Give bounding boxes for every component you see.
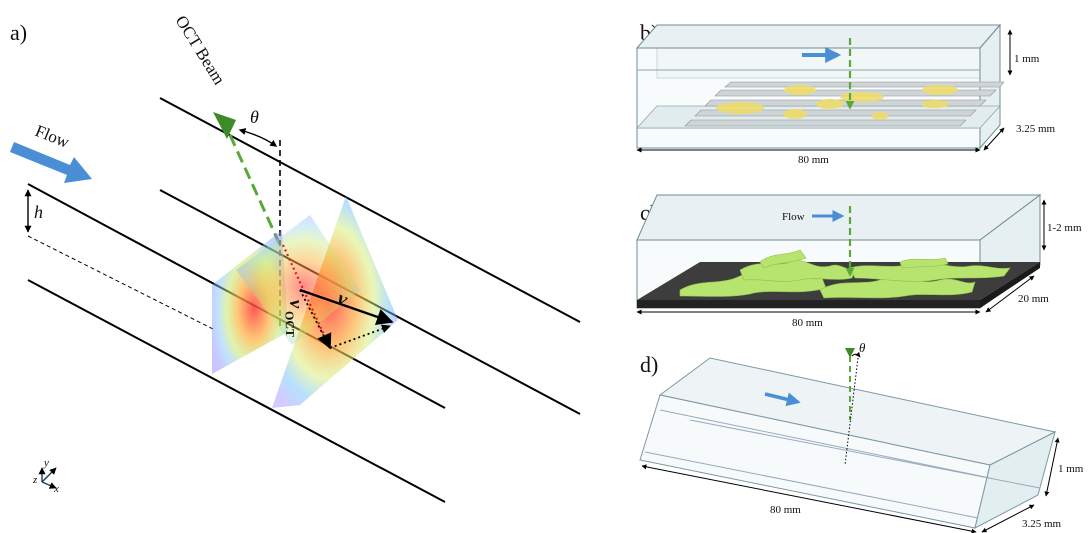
theta-arc [238,128,278,147]
v-oct-subscript: OCT [282,311,297,337]
oct-beam-label: OCT Beam [172,12,229,88]
normal-line-d [844,357,859,466]
channel-box-front [636,47,981,149]
v-oct-main: v [285,299,306,309]
length-dim-d [641,464,977,533]
flow-arrow-d [764,392,801,407]
panel-a-label: a) [10,20,27,45]
beam-triangle-d [845,348,855,358]
depth-label-c: 20 mm [1018,293,1049,305]
depth-dim-c [985,275,1035,313]
flow-label-c: Flow [782,211,805,223]
theta-label: θ [250,107,259,127]
velocity-plane-center [236,215,360,345]
axes-icon [38,467,57,489]
v-oct-label: v OCT [282,299,306,337]
panel-d: d) θ 1 mm 3.25 mm 80 mm [639,340,1084,533]
axis-x-label: x [53,483,59,495]
height-label-c: 1-2 mm [1047,222,1082,234]
height-label: h [34,202,43,222]
height-label-b: 1 mm [1014,53,1040,65]
substrate-front [637,300,980,308]
depth-label-d: 3.25 mm [1022,518,1062,530]
height-dim-d [1044,437,1060,497]
channel-d-side [974,431,1056,529]
height-label-d: 1 mm [1058,463,1084,475]
v-perp-dotted [299,289,331,349]
v-oct-dotted-vector [281,244,332,350]
panel-d-label: d) [640,352,658,377]
oct-beam-triangle [213,112,236,139]
channel-box-top [635,24,1002,49]
axis-y-label: y [43,457,49,469]
theta-label-d: θ [859,340,866,355]
length-label-b: 80 mm [798,154,829,166]
oct-beam-line [228,134,282,246]
flow-label: Flow [33,121,73,152]
v-vector [299,288,394,325]
panel-c: c) Flow 1-2 mm 20 mm 80 mm [636,194,1082,329]
axis-z-label: z [32,474,38,486]
channel-d-back-bottom [689,419,1041,489]
reference-line-dashed [27,235,216,331]
panel-b: b) 1 mm [635,20,1056,166]
length-label-c: 80 mm [792,317,823,329]
theta-arc-d [851,351,861,358]
flow-arrow [10,142,92,183]
depth-dim-b [983,127,1005,151]
panel-a: a) h Flow OCT Beam θ v [10,12,581,503]
length-label-d: 80 mm [770,504,801,516]
depth-dim-d [981,504,1035,533]
v-component-dotted [329,324,391,349]
biofilm-streamers [679,249,1011,299]
depth-label-b: 3.25 mm [1016,123,1056,135]
